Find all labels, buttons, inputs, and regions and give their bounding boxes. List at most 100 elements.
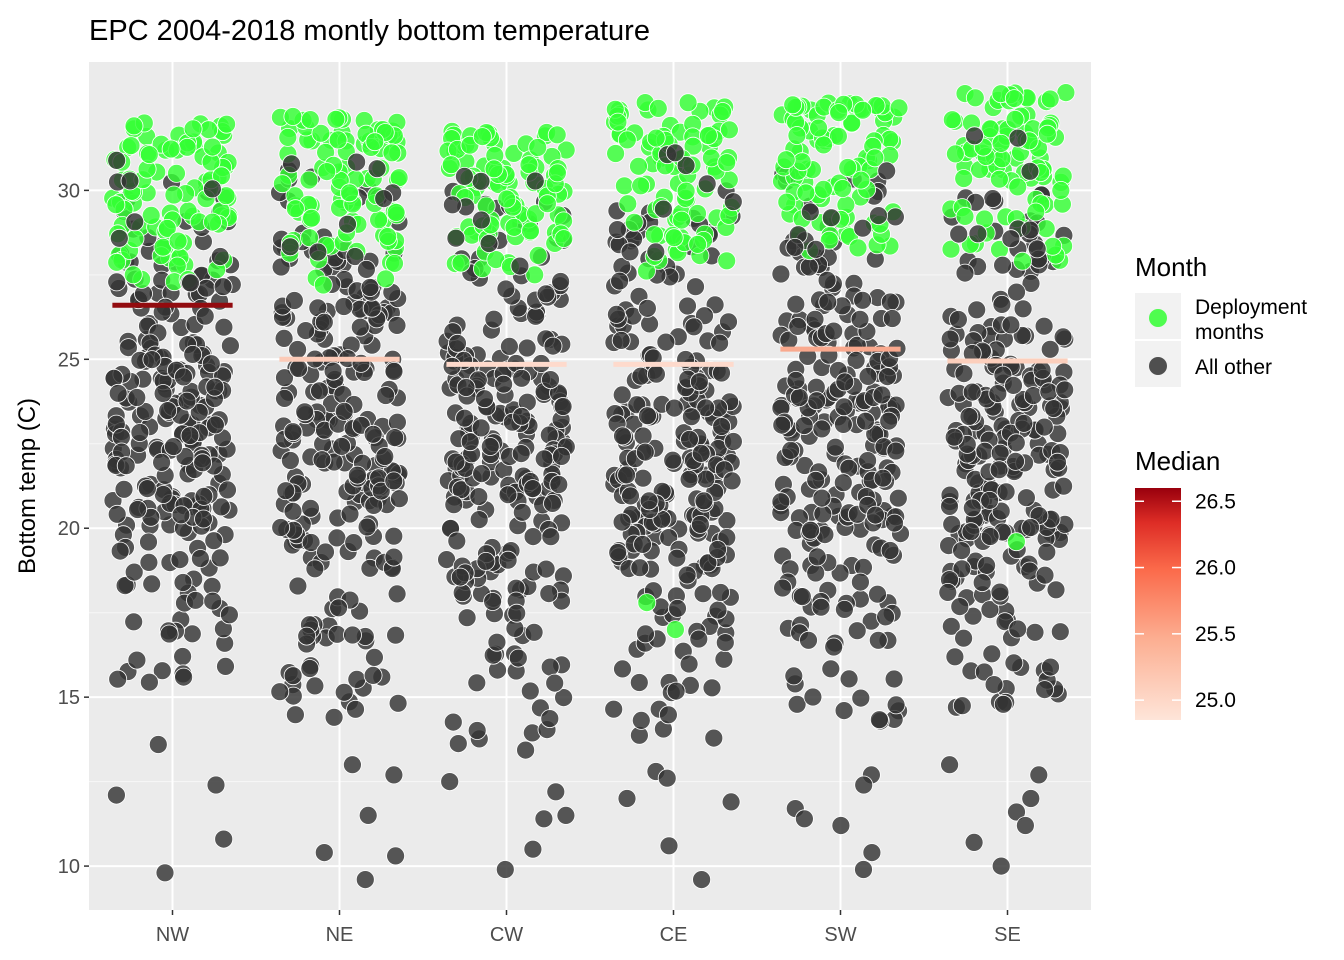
point-all-other [1050,622,1070,642]
point-all-other [1020,220,1040,240]
point-all-other [613,659,632,679]
point-all-other [980,600,1000,619]
x-tick-label: NE [326,924,354,946]
point-all-other [552,446,571,466]
point-deployment [521,221,540,241]
point-all-other [457,608,477,628]
point-all-other [1007,802,1026,822]
point-all-other [475,389,494,409]
point-all-other [305,559,325,579]
point-all-other [807,391,827,411]
point-all-other [1023,386,1043,406]
point-all-other [494,374,514,394]
point-all-other [872,385,892,405]
point-all-other [125,212,145,232]
point-deployment [776,150,796,170]
point-all-other [158,401,178,421]
point-all-other [949,224,969,244]
point-all-other [523,479,543,499]
point-all-other [541,527,561,547]
point-all-other [288,576,308,596]
point-deployment [365,132,385,152]
point-all-other [334,297,354,316]
point-all-other [817,270,837,290]
point-deployment [340,183,359,203]
point-deployment [164,185,184,205]
point-all-other [824,637,844,657]
point-all-other [608,220,627,240]
point-deployment [965,88,985,108]
point-all-other [689,629,709,649]
colorbar-tick-label: 25.5 [1195,623,1236,646]
point-all-other [520,681,540,701]
point-all-other [107,785,126,805]
point-all-other [835,372,855,392]
x-tick-label: CE [660,924,688,946]
month-legend: Month Deployment months All other [1135,252,1307,387]
point-all-other [886,441,906,461]
point-deployment [525,265,545,285]
median-legend-title: Median [1135,446,1220,476]
point-deployment [1051,180,1071,200]
point-deployment [369,210,389,230]
point-all-other [347,152,367,172]
point-all-other [356,259,376,279]
point-all-other [195,306,215,326]
point-deployment [688,204,707,223]
point-deployment [990,169,1009,189]
point-all-other [790,388,809,407]
point-all-other [193,453,213,473]
point-deployment [386,203,406,222]
point-all-other [940,329,960,349]
point-all-other [818,292,838,312]
point-all-other [448,333,467,353]
point-deployment [777,192,797,212]
point-all-other [805,309,825,329]
point-all-other [363,666,383,685]
point-all-other [128,500,148,519]
point-all-other [508,648,528,668]
point-all-other [972,573,992,592]
point-deployment [848,238,868,258]
legend-key-all-other [1149,357,1167,375]
point-all-other [364,648,384,667]
y-axis: 10 15 20 25 30 [58,180,89,878]
point-all-other [301,533,321,552]
point-all-other [213,277,233,297]
point-all-other [772,415,792,435]
point-all-other [159,624,179,644]
point-all-other [968,224,988,244]
point-all-other [312,450,332,470]
point-deployment [646,128,666,148]
point-all-other [142,574,162,594]
colorbar-tick-label: 26.5 [1195,490,1236,513]
point-all-other [771,264,791,284]
point-all-other [451,480,471,500]
point-all-other [171,505,191,525]
point-deployment [809,118,828,138]
point-all-other [1020,161,1040,181]
point-all-other [220,336,240,356]
point-all-other [983,189,1003,209]
point-deployment [317,162,337,182]
point-all-other [990,582,1010,602]
point-all-other [851,688,871,708]
point-all-other [467,721,487,740]
point-all-other [110,541,130,561]
point-all-other [512,502,532,522]
point-all-other [329,598,349,618]
point-all-other [469,510,489,529]
point-deployment [829,103,849,122]
point-all-other [666,681,686,701]
point-all-other [1021,273,1041,293]
point-all-other [469,487,489,507]
point-deployment [106,195,126,215]
point-deployment [451,253,471,273]
point-deployment [683,136,703,156]
point-all-other [524,622,544,642]
point-deployment [648,99,668,118]
point-all-other [633,535,652,554]
point-deployment [123,265,143,285]
point-deployment [484,159,504,179]
point-all-other [880,541,900,560]
